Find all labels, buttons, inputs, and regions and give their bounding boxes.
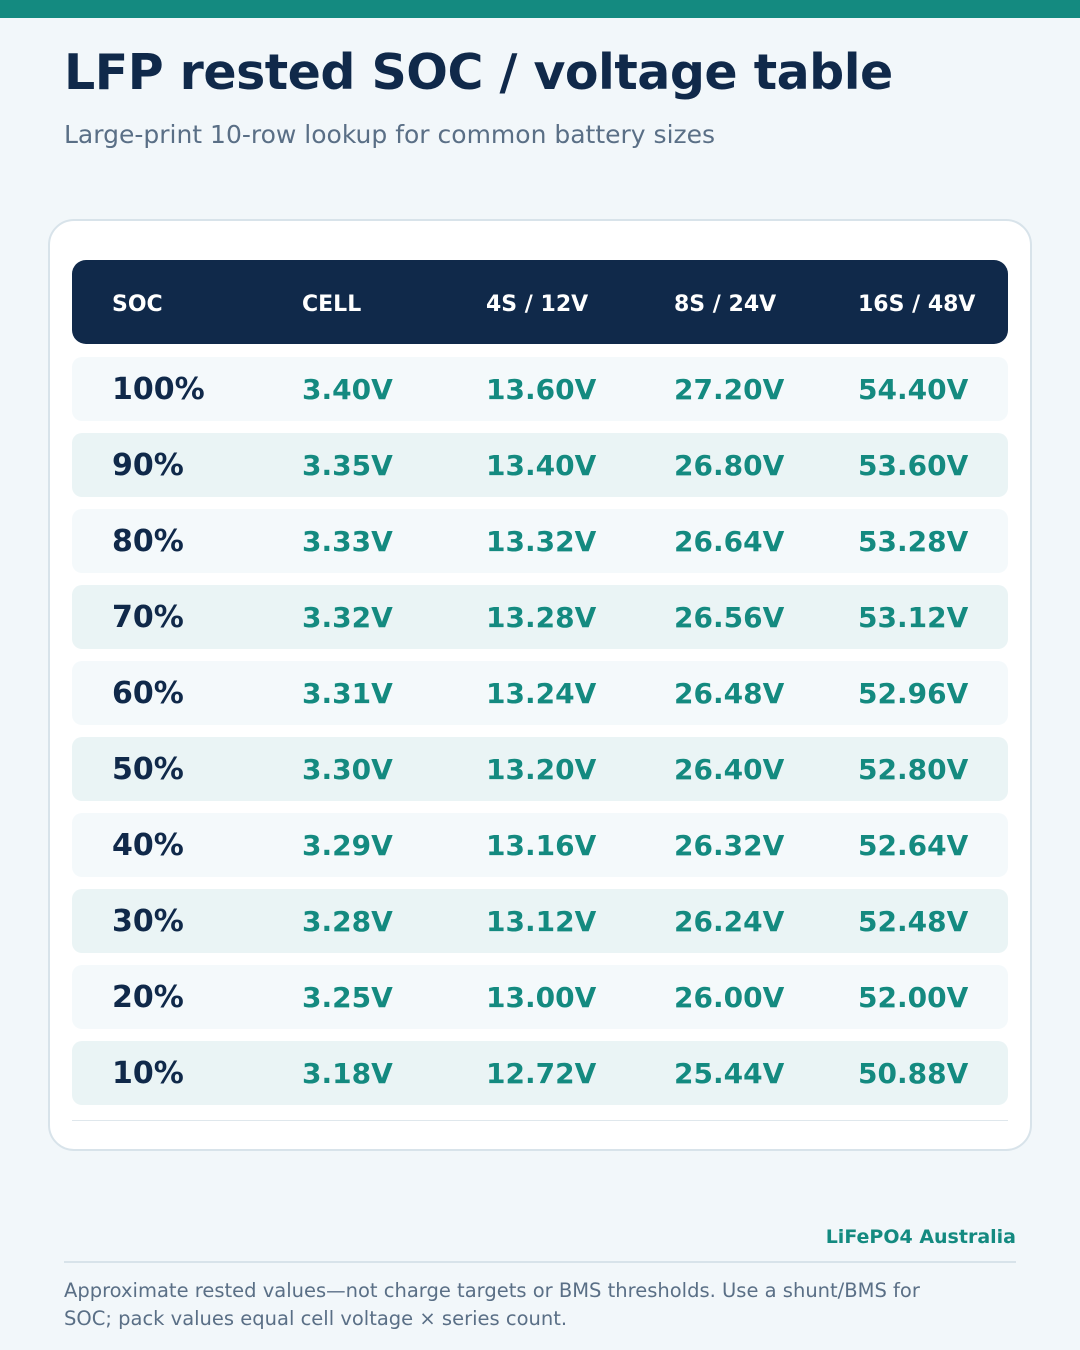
soc-value: 40% [112, 828, 184, 863]
cell-voltage: 3.30V [302, 753, 393, 786]
pack-4s-voltage: 13.60V [486, 373, 597, 406]
cell-voltage: 3.31V [302, 677, 393, 710]
pack-16s-voltage: 52.48V [858, 905, 969, 938]
pack-8s-voltage: 25.44V [674, 1057, 785, 1090]
table-row: 100% 3.40V 13.60V 27.20V 54.40V [72, 357, 1008, 421]
soc-value: 30% [112, 904, 184, 939]
pack-8s-voltage: 26.00V [674, 981, 785, 1014]
pack-8s-voltage: 26.64V [674, 525, 785, 558]
pack-4s-voltage: 13.40V [486, 449, 597, 482]
pack-16s-voltage: 53.12V [858, 601, 969, 634]
pack-4s-voltage: 13.12V [486, 905, 597, 938]
cell-voltage: 3.32V [302, 601, 393, 634]
pack-8s-voltage: 26.56V [674, 601, 785, 634]
pack-4s-voltage: 13.16V [486, 829, 597, 862]
pack-8s-voltage: 26.24V [674, 905, 785, 938]
pack-8s-voltage: 26.40V [674, 753, 785, 786]
cell-voltage: 3.25V [302, 981, 393, 1014]
pack-8s-voltage: 26.80V [674, 449, 785, 482]
page-title: LFP rested SOC / voltage table [64, 44, 893, 101]
pack-16s-voltage: 52.00V [858, 981, 969, 1014]
pack-4s-voltage: 13.28V [486, 601, 597, 634]
header-cell: CELL [302, 292, 362, 317]
table-row: 60% 3.31V 13.24V 26.48V 52.96V [72, 661, 1008, 725]
header-4s-12v: 4S / 12V [486, 292, 589, 317]
table-row: 80% 3.33V 13.32V 26.64V 53.28V [72, 509, 1008, 573]
footer-divider [64, 1261, 1016, 1263]
soc-value: 100% [112, 372, 205, 407]
pack-16s-voltage: 53.28V [858, 525, 969, 558]
cell-voltage: 3.18V [302, 1057, 393, 1090]
header-8s-24v: 8S / 24V [674, 292, 777, 317]
cell-voltage: 3.28V [302, 905, 393, 938]
table-row: 90% 3.35V 13.40V 26.80V 53.60V [72, 433, 1008, 497]
table-row: 10% 3.18V 12.72V 25.44V 50.88V [72, 1041, 1008, 1105]
pack-16s-voltage: 54.40V [858, 373, 969, 406]
soc-value: 60% [112, 676, 184, 711]
pack-8s-voltage: 26.48V [674, 677, 785, 710]
pack-8s-voltage: 27.20V [674, 373, 785, 406]
soc-value: 50% [112, 752, 184, 787]
table-row: 70% 3.32V 13.28V 26.56V 53.12V [72, 585, 1008, 649]
pack-4s-voltage: 13.20V [486, 753, 597, 786]
pack-4s-voltage: 13.00V [486, 981, 597, 1014]
pack-4s-voltage: 13.24V [486, 677, 597, 710]
table-bottom-divider [72, 1120, 1008, 1121]
soc-value: 10% [112, 1056, 184, 1091]
pack-16s-voltage: 52.96V [858, 677, 969, 710]
cell-voltage: 3.33V [302, 525, 393, 558]
footnote: Approximate rested values—not charge tar… [64, 1279, 920, 1330]
table-header: SOC CELL 4S / 12V 8S / 24V 16S / 48V [72, 260, 1008, 344]
table-row: 20% 3.25V 13.00V 26.00V 52.00V [72, 965, 1008, 1029]
table-row: 50% 3.30V 13.20V 26.40V 52.80V [72, 737, 1008, 801]
brand-label: LiFePO4 Australia [825, 1226, 1016, 1248]
cell-voltage: 3.35V [302, 449, 393, 482]
top-accent-bar [0, 0, 1080, 18]
pack-16s-voltage: 52.64V [858, 829, 969, 862]
soc-value: 80% [112, 524, 184, 559]
pack-16s-voltage: 53.60V [858, 449, 969, 482]
pack-16s-voltage: 52.80V [858, 753, 969, 786]
pack-4s-voltage: 12.72V [486, 1057, 597, 1090]
pack-4s-voltage: 13.32V [486, 525, 597, 558]
soc-value: 20% [112, 980, 184, 1015]
soc-value: 70% [112, 600, 184, 635]
table-row: 40% 3.29V 13.16V 26.32V 52.64V [72, 813, 1008, 877]
page-subtitle: Large-print 10-row lookup for common bat… [64, 120, 716, 149]
cell-voltage: 3.29V [302, 829, 393, 862]
pack-8s-voltage: 26.32V [674, 829, 785, 862]
table-row: 30% 3.28V 13.12V 26.24V 52.48V [72, 889, 1008, 953]
cell-voltage: 3.40V [302, 373, 393, 406]
header-16s-48v: 16S / 48V [858, 292, 976, 317]
soc-value: 90% [112, 448, 184, 483]
pack-16s-voltage: 50.88V [858, 1057, 969, 1090]
header-soc: SOC [112, 292, 163, 317]
